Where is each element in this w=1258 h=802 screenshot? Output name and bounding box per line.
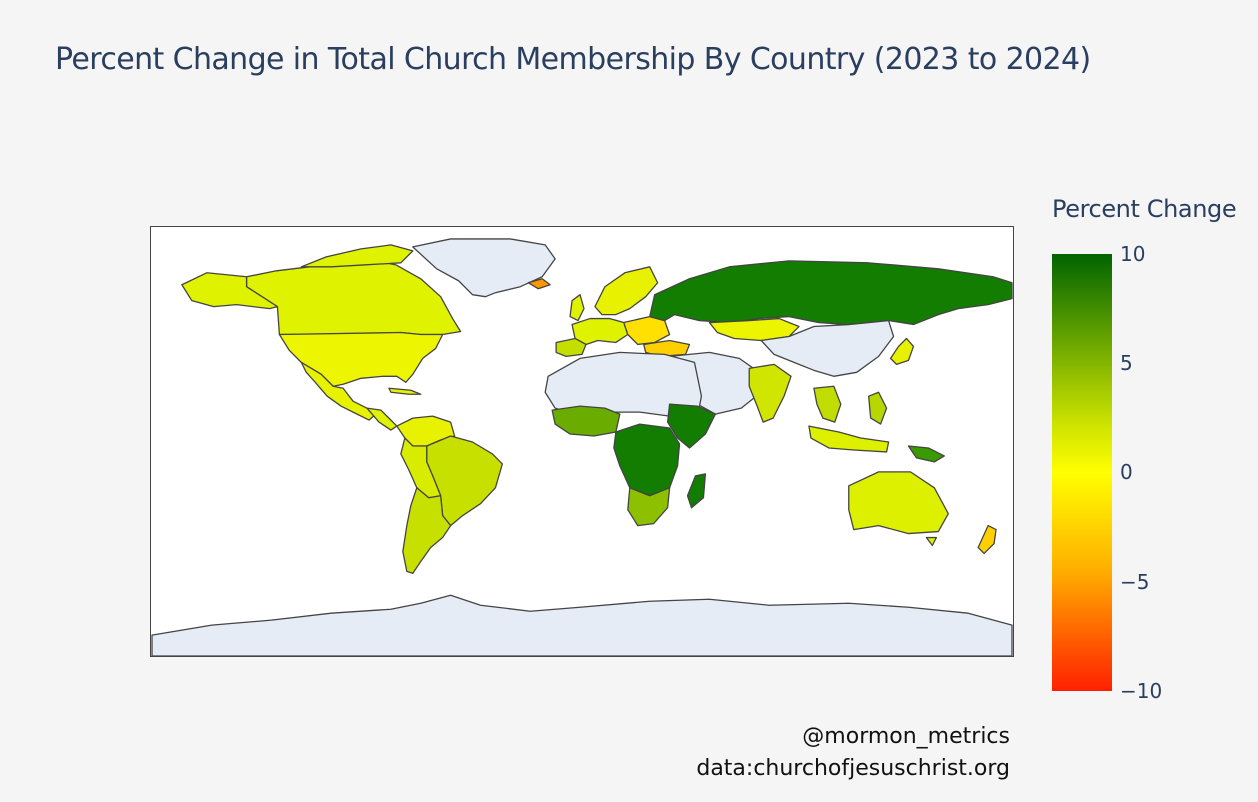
country-argentina-chile [402, 487, 452, 575]
country-new-zealand [977, 524, 997, 555]
colorbar-title: Percent Change [1052, 195, 1237, 223]
colorbar-gradient [1052, 254, 1112, 691]
credit-source: data:churchofjesuschrist.org [696, 756, 1010, 781]
country-scandinavia [594, 266, 659, 316]
country-canada [245, 258, 462, 338]
country-cuba [388, 387, 422, 395]
country-uk [569, 294, 585, 322]
country-iberia [555, 337, 587, 358]
country-tasmania [925, 536, 937, 547]
colorbar-tick-5: 5 [1120, 351, 1133, 375]
colorbar-tick-0: 0 [1120, 460, 1133, 484]
country-japan [889, 337, 915, 366]
world-map [151, 238, 1013, 656]
country-australia [848, 471, 949, 535]
country-madagascar [686, 473, 707, 509]
country-southern-africa [627, 487, 671, 527]
country-iceland [527, 278, 551, 290]
country-mexico [300, 361, 377, 421]
colorbar-tick-minus-10: −10 [1120, 679, 1163, 703]
country-usa [278, 331, 444, 387]
country-greenland [412, 238, 556, 298]
country-antarctica [151, 594, 1013, 656]
country-eastern-europe [623, 315, 671, 346]
colorbar-tick-minus-5: −5 [1120, 570, 1150, 594]
chart-title: Percent Change in Total Church Membershi… [55, 42, 1091, 77]
country-alaska [181, 272, 279, 310]
country-western-europe [571, 317, 629, 346]
choropleth-map[interactable] [150, 226, 1014, 657]
country-philippines [868, 391, 888, 425]
country-central-america [366, 407, 398, 431]
credit-handle: @mormon_metrics [802, 724, 1010, 749]
country-india [748, 363, 792, 423]
colorbar-tick-10: 10 [1120, 242, 1146, 266]
country-russia [649, 260, 1013, 326]
country-southeast-asia [813, 385, 842, 423]
country-indonesia [808, 425, 890, 453]
country-east-africa [666, 403, 717, 449]
country-canada-islands [300, 244, 414, 268]
country-west-africa [551, 405, 621, 437]
country-central-africa [613, 423, 681, 497]
country-china [760, 319, 895, 377]
country-papua-new-guinea [907, 445, 945, 463]
